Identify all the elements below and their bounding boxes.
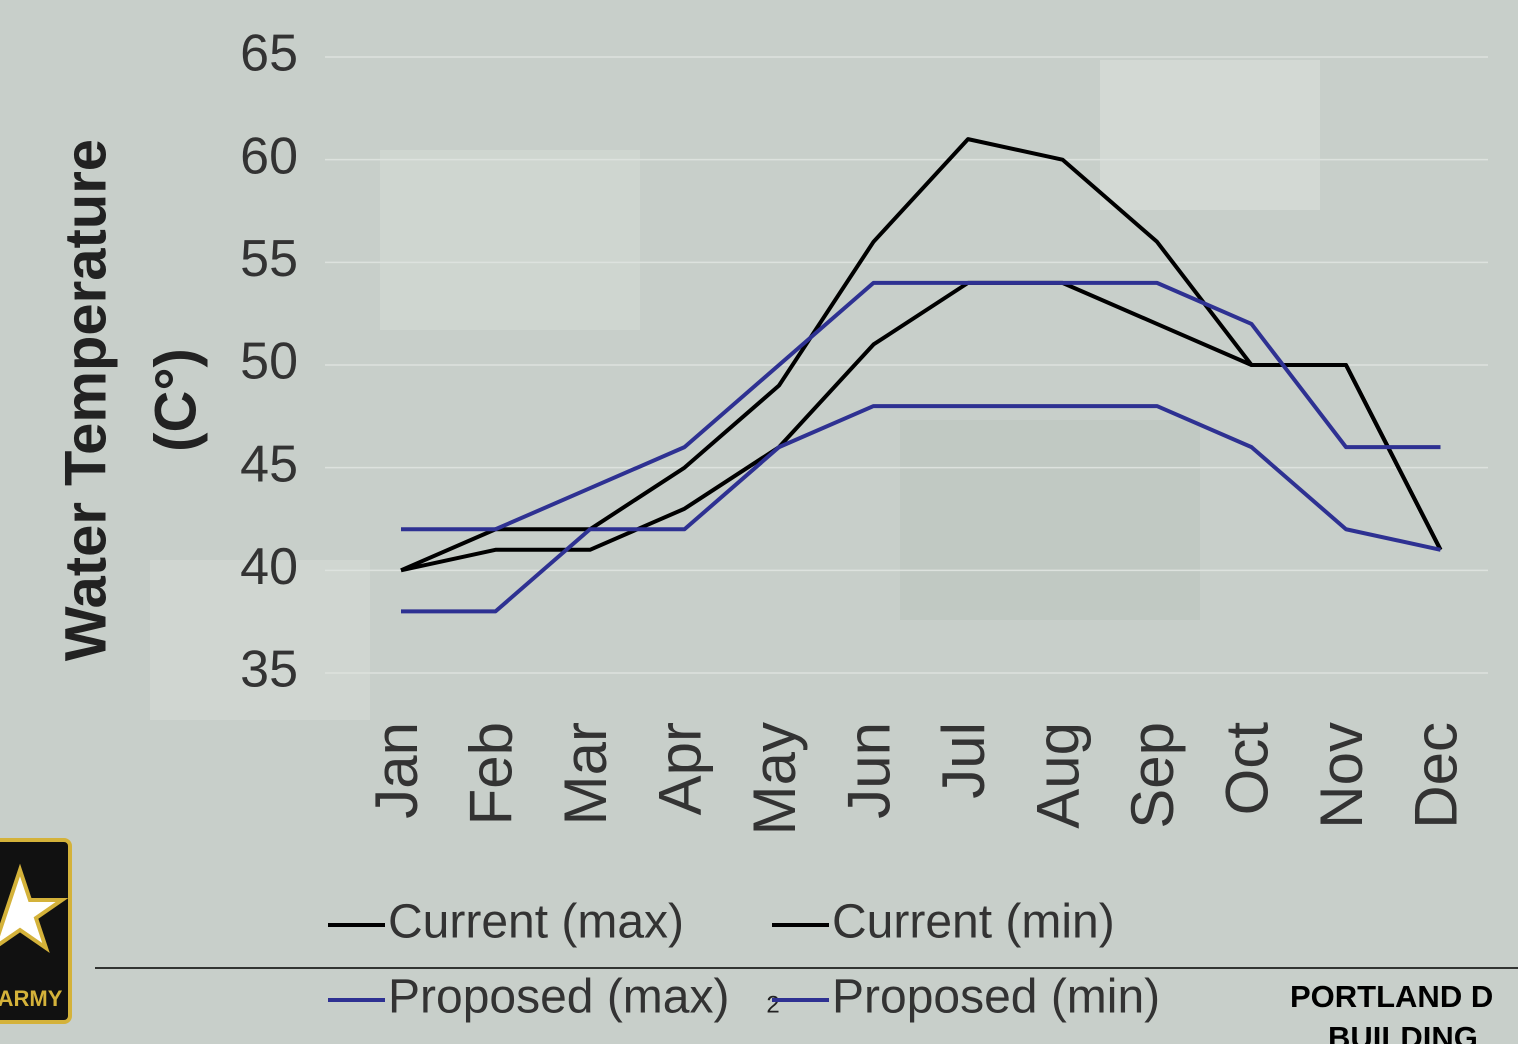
y-tick-label: 55 [240, 230, 298, 288]
y-tick-label: 35 [240, 641, 298, 699]
series-line [400, 280, 1443, 573]
legend-label: Proposed (min) [832, 971, 1160, 1024]
x-tick-label: May [741, 722, 808, 835]
x-tick-label: Sep [1119, 722, 1186, 829]
x-tick-label: Feb [457, 722, 524, 825]
camo-patch [900, 420, 1200, 620]
camo-patch [150, 560, 370, 720]
x-tick-label: Nov [1308, 722, 1375, 829]
legend-label: Proposed (max) [388, 971, 729, 1024]
legend-label: Current (min) [832, 896, 1115, 949]
org-name: PORTLAND D [1290, 979, 1493, 1014]
series-line [401, 280, 1441, 532]
camo-patch [380, 150, 640, 330]
y-tick-label: 65 [240, 25, 298, 83]
x-tick-label: Apr [646, 722, 713, 815]
x-tick-label: Jun [835, 722, 902, 819]
x-tick-label: Aug [1024, 722, 1091, 829]
logo-text: ARMY [0, 986, 63, 1011]
camo-patch [1100, 60, 1320, 210]
x-tick-label: Jul [930, 722, 997, 799]
series-line [401, 404, 1441, 614]
x-tick-label: Mar [552, 722, 619, 825]
page-number: 2 [766, 991, 779, 1018]
army-logo: ARMY [0, 838, 72, 1024]
y-axis-title: Water Temperature [53, 139, 118, 661]
org-name-2: BUILDING [1328, 1020, 1478, 1044]
y-axis-title: (C°) [143, 348, 208, 452]
logo-star [0, 863, 69, 954]
x-tick-label: Jan [363, 722, 430, 819]
y-tick-label: 40 [240, 538, 298, 596]
x-tick-label: Oct [1213, 722, 1280, 816]
y-tick-label: 45 [240, 435, 298, 493]
y-tick-label: 50 [240, 333, 298, 391]
y-tick-label: 60 [240, 127, 298, 185]
legend-label: Current (max) [388, 896, 684, 949]
x-tick-label: Dec [1402, 722, 1469, 829]
